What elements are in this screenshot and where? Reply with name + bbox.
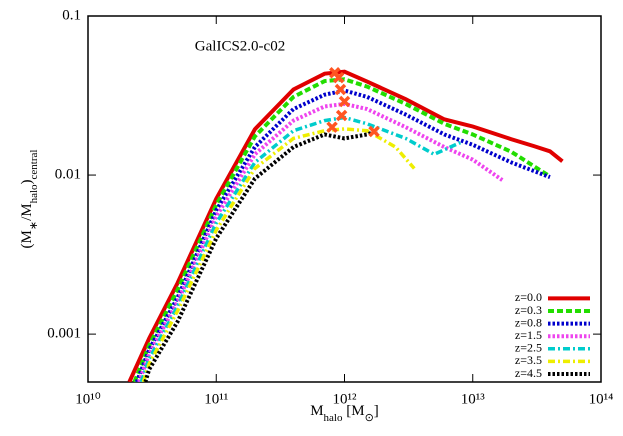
peak-marker: [338, 95, 351, 108]
y-axis-label-part: ): [19, 179, 35, 184]
y-axis-label-part: central: [28, 150, 40, 180]
series-line: [127, 69, 564, 382]
y-axis-label-part: /M: [19, 203, 35, 221]
y-axis-label-part: halo: [28, 184, 40, 203]
peak-marker: [326, 121, 338, 133]
x-axis-label: Mhalo [M⊙]: [310, 403, 379, 423]
x-axis-label-part: ⊙: [365, 412, 374, 424]
x-tick-label: 10¹²: [333, 391, 357, 407]
peak-marker: [335, 109, 348, 122]
series-line: [141, 127, 416, 382]
legend-label: z=0.8: [515, 315, 542, 329]
legend-label: z=2.5: [515, 341, 542, 355]
peak-marker: [368, 125, 380, 138]
series-line: [132, 77, 552, 382]
series-line: [139, 115, 462, 382]
plot-frame: [87, 15, 602, 383]
peak-marker: [334, 83, 347, 96]
series-line: [143, 128, 378, 382]
x-tick-label: 10¹⁴: [589, 391, 614, 407]
x-tick-label: 10¹¹: [204, 391, 228, 407]
series-line: [137, 101, 504, 382]
y-axis-label-part: ∗: [28, 221, 40, 230]
annotation: GalICS2.0-c02: [195, 38, 285, 54]
x-tick-label: 10¹³: [461, 391, 485, 407]
legend-label: z=4.5: [515, 366, 542, 380]
legend-label: z=0.0: [515, 290, 542, 304]
x-tick-label: 10¹⁰: [75, 391, 101, 407]
y-axis-label-part: (M: [19, 230, 35, 248]
legend-label: z=0.3: [515, 303, 542, 317]
x-axis-label-part: M: [310, 403, 323, 419]
legend-label: z=3.5: [515, 353, 542, 367]
x-axis-label-part: halo: [324, 412, 343, 424]
y-tick-label: 0.001: [47, 326, 81, 342]
x-axis-label-part: [M: [342, 403, 364, 419]
peak-marker: [332, 71, 345, 84]
x-axis-label-part: ]: [374, 403, 379, 419]
legend-label: z=1.5: [515, 328, 542, 342]
y-tick-label: 0.1: [62, 7, 81, 23]
y-tick-label: 0.01: [55, 166, 81, 182]
y-axis-label: (M∗/Mhalo)central: [19, 150, 39, 249]
